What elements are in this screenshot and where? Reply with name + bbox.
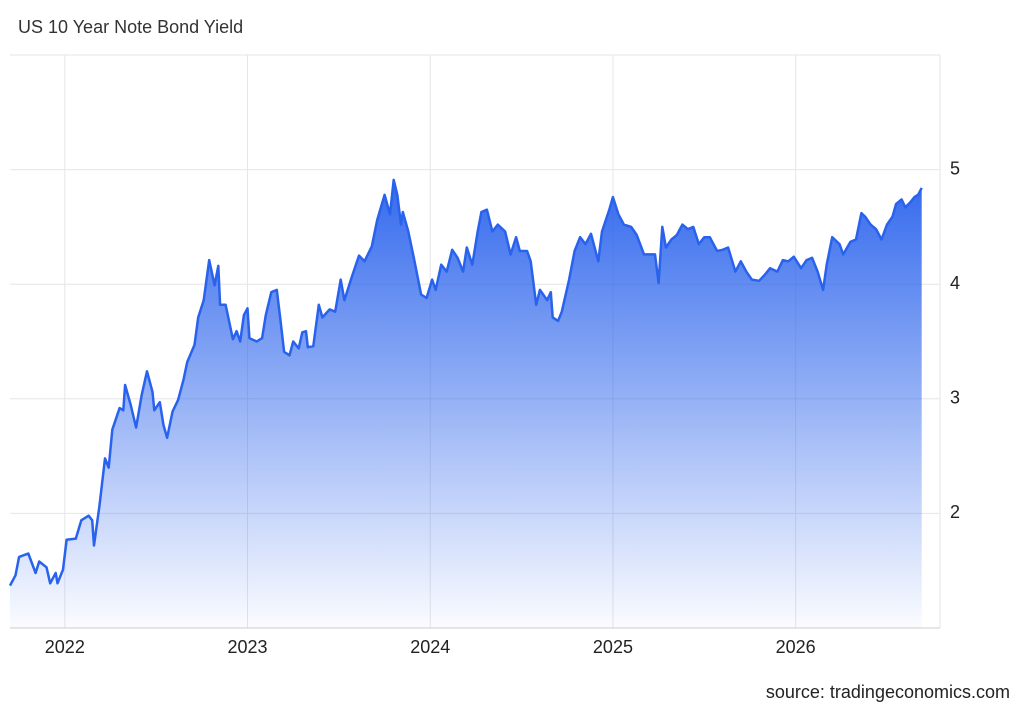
x-tick-label: 2026 xyxy=(776,637,816,657)
line xyxy=(8,178,923,587)
chart-title: US 10 Year Note Bond Yield xyxy=(18,17,243,37)
x-tick-label: 2025 xyxy=(593,637,633,657)
x-tick-label: 2024 xyxy=(410,637,450,657)
area-fill xyxy=(10,179,922,628)
y-tick-label: 3 xyxy=(950,388,960,408)
x-tick-label: 2023 xyxy=(228,637,268,657)
source-note: source: tradingeconomics.com xyxy=(766,682,1010,702)
y-tick-label: 4 xyxy=(950,273,960,293)
y-tick-label: 5 xyxy=(950,158,960,178)
x-tick-label: 2022 xyxy=(45,637,85,657)
y-tick-label: 2 xyxy=(950,502,960,522)
